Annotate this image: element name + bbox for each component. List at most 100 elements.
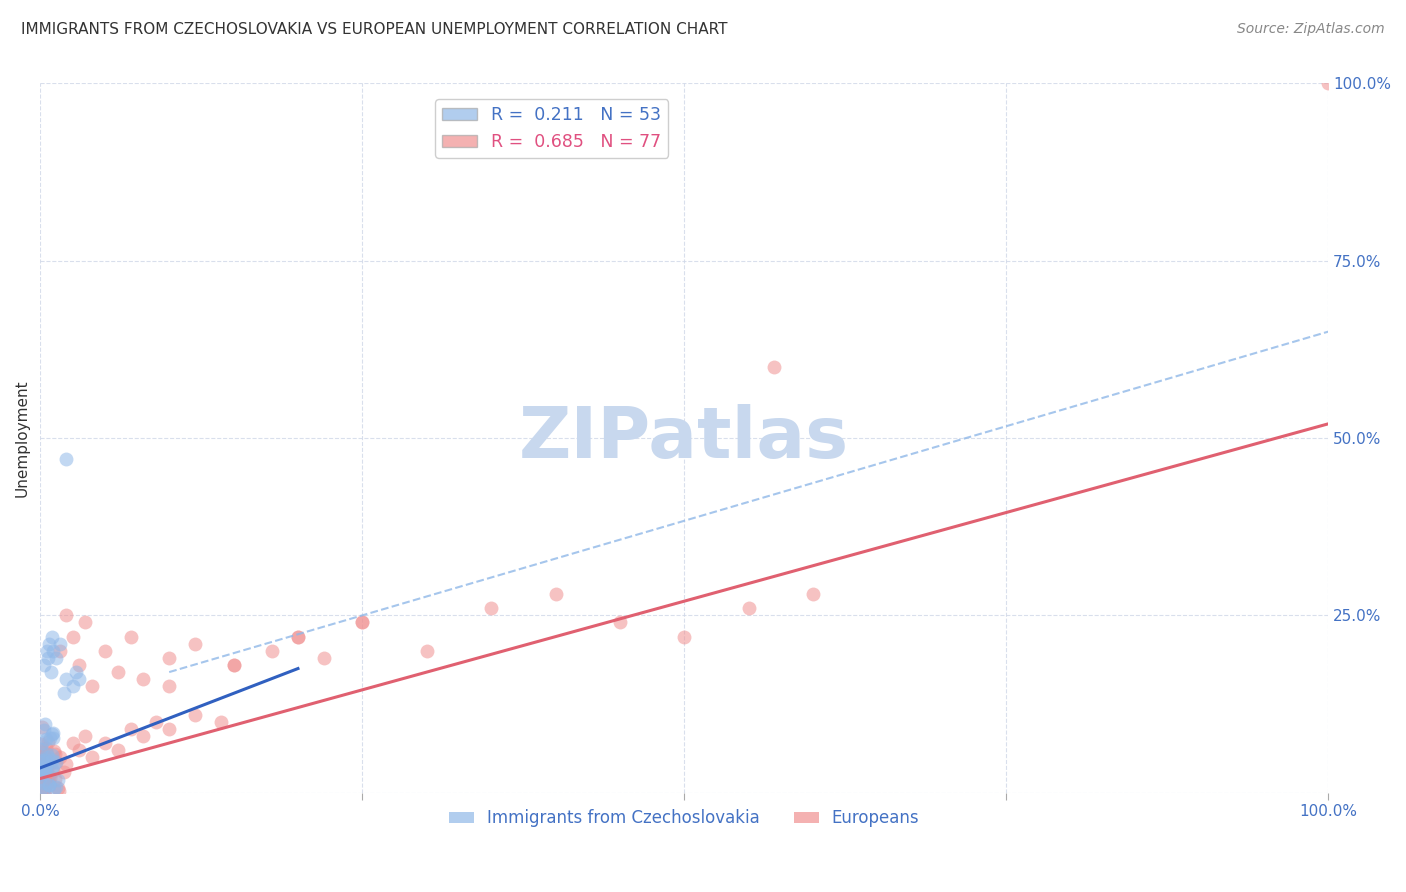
Point (32, 658, 55, 673)
Point (52, 764, 75, 779)
Point (67, 658, 90, 673)
Point (37, 759, 59, 773)
Point (55, 757, 77, 772)
Point (32, 764, 55, 778)
Point (34, 786, 56, 800)
Point (30, 759, 52, 773)
Point (80, 750, 103, 764)
Point (67, 672, 90, 686)
Point (42, 744, 65, 758)
Point (157, 722, 180, 736)
Point (31, 753, 53, 767)
Point (145, 714, 167, 729)
Point (62, 679, 84, 693)
Point (39, 665, 62, 679)
Point (132, 729, 155, 743)
Point (34, 766, 56, 780)
Point (62, 736, 84, 750)
Point (120, 630, 142, 644)
Point (37, 747, 59, 761)
Point (80, 679, 103, 693)
Point (42, 731, 65, 745)
Point (31, 720, 53, 734)
Point (673, 630, 696, 644)
Point (479, 601, 502, 615)
Point (222, 658, 245, 673)
Point (30, 763, 52, 777)
Point (31, 782, 53, 797)
Point (34, 762, 56, 776)
Point (42, 782, 65, 797)
Point (42, 764, 65, 779)
Point (75, 729, 97, 743)
Point (41, 630, 63, 644)
Point (55, 672, 77, 686)
Point (132, 672, 155, 686)
Point (32, 763, 55, 777)
Point (32, 768, 55, 782)
Point (55, 452, 77, 467)
Point (67, 743, 90, 757)
Point (287, 630, 309, 644)
Point (34, 723, 56, 738)
Point (42, 726, 65, 740)
Point (38, 731, 60, 745)
Point (37, 735, 59, 749)
Point (32, 764, 55, 778)
Point (94, 736, 117, 750)
Point (62, 630, 84, 644)
Point (30, 771, 52, 785)
Point (38, 778, 60, 792)
Point (352, 615, 374, 630)
Text: ZIPatlas: ZIPatlas (519, 403, 849, 473)
Point (34, 783, 56, 797)
Point (35, 740, 58, 755)
Point (39, 771, 62, 785)
Point (48, 750, 70, 764)
Point (45, 755, 67, 769)
Point (94, 644, 117, 658)
Point (32, 775, 55, 789)
Point (44, 772, 66, 787)
Legend: Immigrants from Czechoslovakia, Europeans: Immigrants from Czechoslovakia, European… (443, 803, 927, 834)
Point (157, 651, 180, 665)
Point (609, 615, 631, 630)
Point (38, 637, 60, 651)
Point (544, 587, 567, 601)
Text: Source: ZipAtlas.com: Source: ZipAtlas.com (1237, 22, 1385, 37)
Point (48, 783, 70, 797)
Point (35, 763, 58, 777)
Point (45, 756, 67, 770)
Point (763, 360, 786, 375)
Point (32, 760, 55, 774)
Point (46, 781, 69, 796)
Point (41, 761, 63, 775)
Point (44, 747, 66, 761)
Point (34, 749, 56, 764)
Point (48, 644, 70, 658)
Point (38, 768, 60, 782)
Point (48, 637, 70, 651)
Point (37, 753, 59, 767)
Point (801, 587, 824, 601)
Point (32, 751, 55, 765)
Point (35, 644, 58, 658)
Point (38, 756, 60, 771)
Point (41, 753, 63, 767)
Point (38, 775, 60, 789)
Point (34, 731, 56, 746)
Y-axis label: Unemployment: Unemployment (15, 379, 30, 497)
Text: IMMIGRANTS FROM CZECHOSLOVAKIA VS EUROPEAN UNEMPLOYMENT CORRELATION CHART: IMMIGRANTS FROM CZECHOSLOVAKIA VS EUROPE… (21, 22, 727, 37)
Point (30, 742, 52, 756)
Point (45, 780, 67, 795)
Point (157, 679, 180, 693)
Point (34, 752, 56, 766)
Point (31, 756, 53, 770)
Point (31, 768, 53, 782)
Point (352, 615, 374, 630)
Point (35, 772, 58, 787)
Point (41, 727, 63, 741)
Point (30, 737, 52, 751)
Point (184, 637, 207, 651)
Point (1317, 77, 1340, 91)
